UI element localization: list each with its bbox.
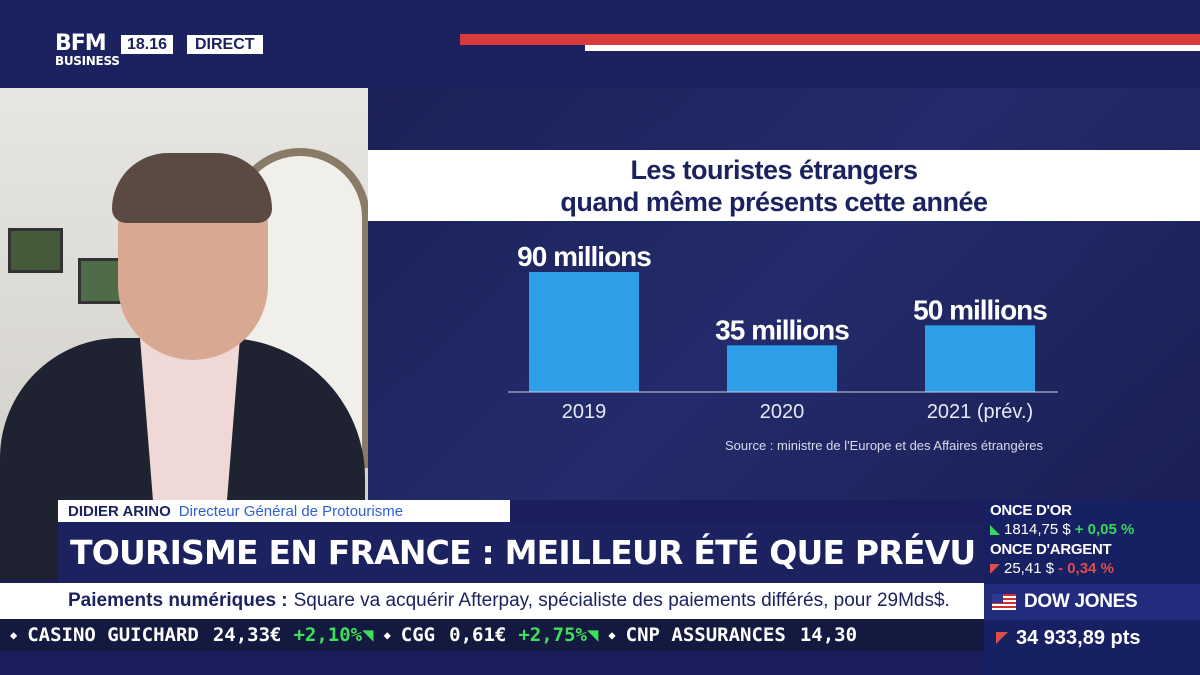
news-label: Paiements numériques :	[68, 590, 288, 611]
live-badge: DIRECT	[187, 35, 263, 54]
gold-title: ONCE D'OR	[990, 502, 1072, 519]
gold-quote: ONCE D'OR 1814,75 $ + 0,05 %	[990, 502, 1134, 538]
wall-painting	[8, 228, 63, 273]
up-arrow-icon: ◥	[362, 624, 374, 646]
category-label: 2021 (prév.)	[927, 401, 1033, 423]
bar-2021 (prév.)	[925, 325, 1035, 392]
stock-ticker: ◆ CASINO GUICHARD 24,33€ +2,10% ◥ ◆ CGG …	[0, 619, 984, 651]
us-flag-icon	[992, 594, 1016, 610]
bar-2020	[727, 345, 837, 392]
stock-change: +2,75%	[518, 624, 587, 646]
index-value: 34 933,89 pts	[1016, 626, 1141, 649]
index-name: DOW JONES	[1024, 591, 1138, 612]
logo-bfm: BFM	[55, 31, 107, 56]
index-quote: 34 933,89 pts	[984, 620, 1200, 656]
guest-role: Directeur Général de Protourisme	[178, 502, 404, 520]
data-label: 50 millions	[913, 294, 1047, 325]
logo-business: BUSINESS	[55, 54, 120, 68]
category-label: 2019	[562, 401, 607, 423]
stock-name: CNP ASSURANCES	[625, 624, 786, 646]
news-ticker: Paiements numériques : Square va acquéri…	[0, 583, 984, 619]
category-label: 2020	[760, 401, 805, 423]
down-arrow-icon	[996, 632, 1008, 644]
guest-video-feed	[0, 88, 368, 580]
headline: TOURISME EN FRANCE : MEILLEUR ÉTÉ QUE PR…	[58, 522, 1005, 582]
stock-change: +2,10%	[293, 624, 363, 646]
stock-name: CASINO GUICHARD	[27, 624, 199, 646]
silver-value: 25,41 $	[1004, 560, 1055, 577]
chart-source: Source : ministre de l'Europe et des Aff…	[725, 438, 1044, 453]
silver-title: ONCE D'ARGENT	[990, 541, 1112, 558]
chart-title-line-2: quand même présents cette année	[560, 186, 988, 217]
stock-name: CGG	[400, 624, 436, 646]
wall-painting	[78, 258, 124, 304]
data-label: 90 millions	[517, 241, 651, 272]
gold-value: 1814,75 $	[1004, 521, 1071, 538]
index-header: DOW JONES	[984, 584, 1200, 620]
top-bar: BFM BUSINESS 18.16 DIRECT	[0, 0, 1200, 88]
guest-hair	[112, 153, 272, 223]
chart-title-box: Les touristes étrangers quand même prése…	[368, 150, 1200, 221]
clock-time: 18.16	[121, 35, 174, 54]
chart-title-line-1: Les touristes étrangers	[630, 154, 918, 185]
down-arrow-icon	[990, 563, 1000, 574]
market-panel: ONCE D'OR 1814,75 $ + 0,05 % ONCE D'ARGE…	[984, 500, 1200, 675]
bar-chart: 90 millions 2019 35 millions 2020 50 million…	[508, 241, 1058, 423]
data-label: 35 millions	[715, 314, 849, 345]
ticker-separator-icon: ◆	[383, 628, 391, 642]
silver-change: - 0,34 %	[1058, 560, 1114, 577]
ticker-separator-icon: ◆	[608, 628, 616, 642]
silver-quote: ONCE D'ARGENT 25,41 $ - 0,34 %	[990, 541, 1114, 577]
news-text: Square va acquérir Afterpay, spécialiste…	[293, 590, 950, 611]
bottom-strip	[0, 651, 984, 675]
stock-value: 24,33€	[212, 624, 282, 646]
up-arrow-icon: ◥	[586, 624, 599, 646]
gold-change: + 0,05 %	[1074, 521, 1135, 538]
guest-name-bar: DIDIER ARINO Directeur Général de Protou…	[58, 500, 510, 522]
channel-logo: BFM BUSINESS	[55, 31, 120, 68]
decorative-stripe-white	[585, 45, 1200, 51]
stock-value: 0,61€	[449, 624, 507, 646]
stock-value: 14,30	[799, 624, 858, 646]
decorative-stripe-red	[460, 34, 1200, 45]
bar-2019	[529, 272, 639, 392]
ticker-separator-icon: ◆	[10, 628, 18, 642]
up-arrow-icon	[990, 524, 1000, 535]
guest-name: DIDIER ARINO	[68, 502, 171, 520]
